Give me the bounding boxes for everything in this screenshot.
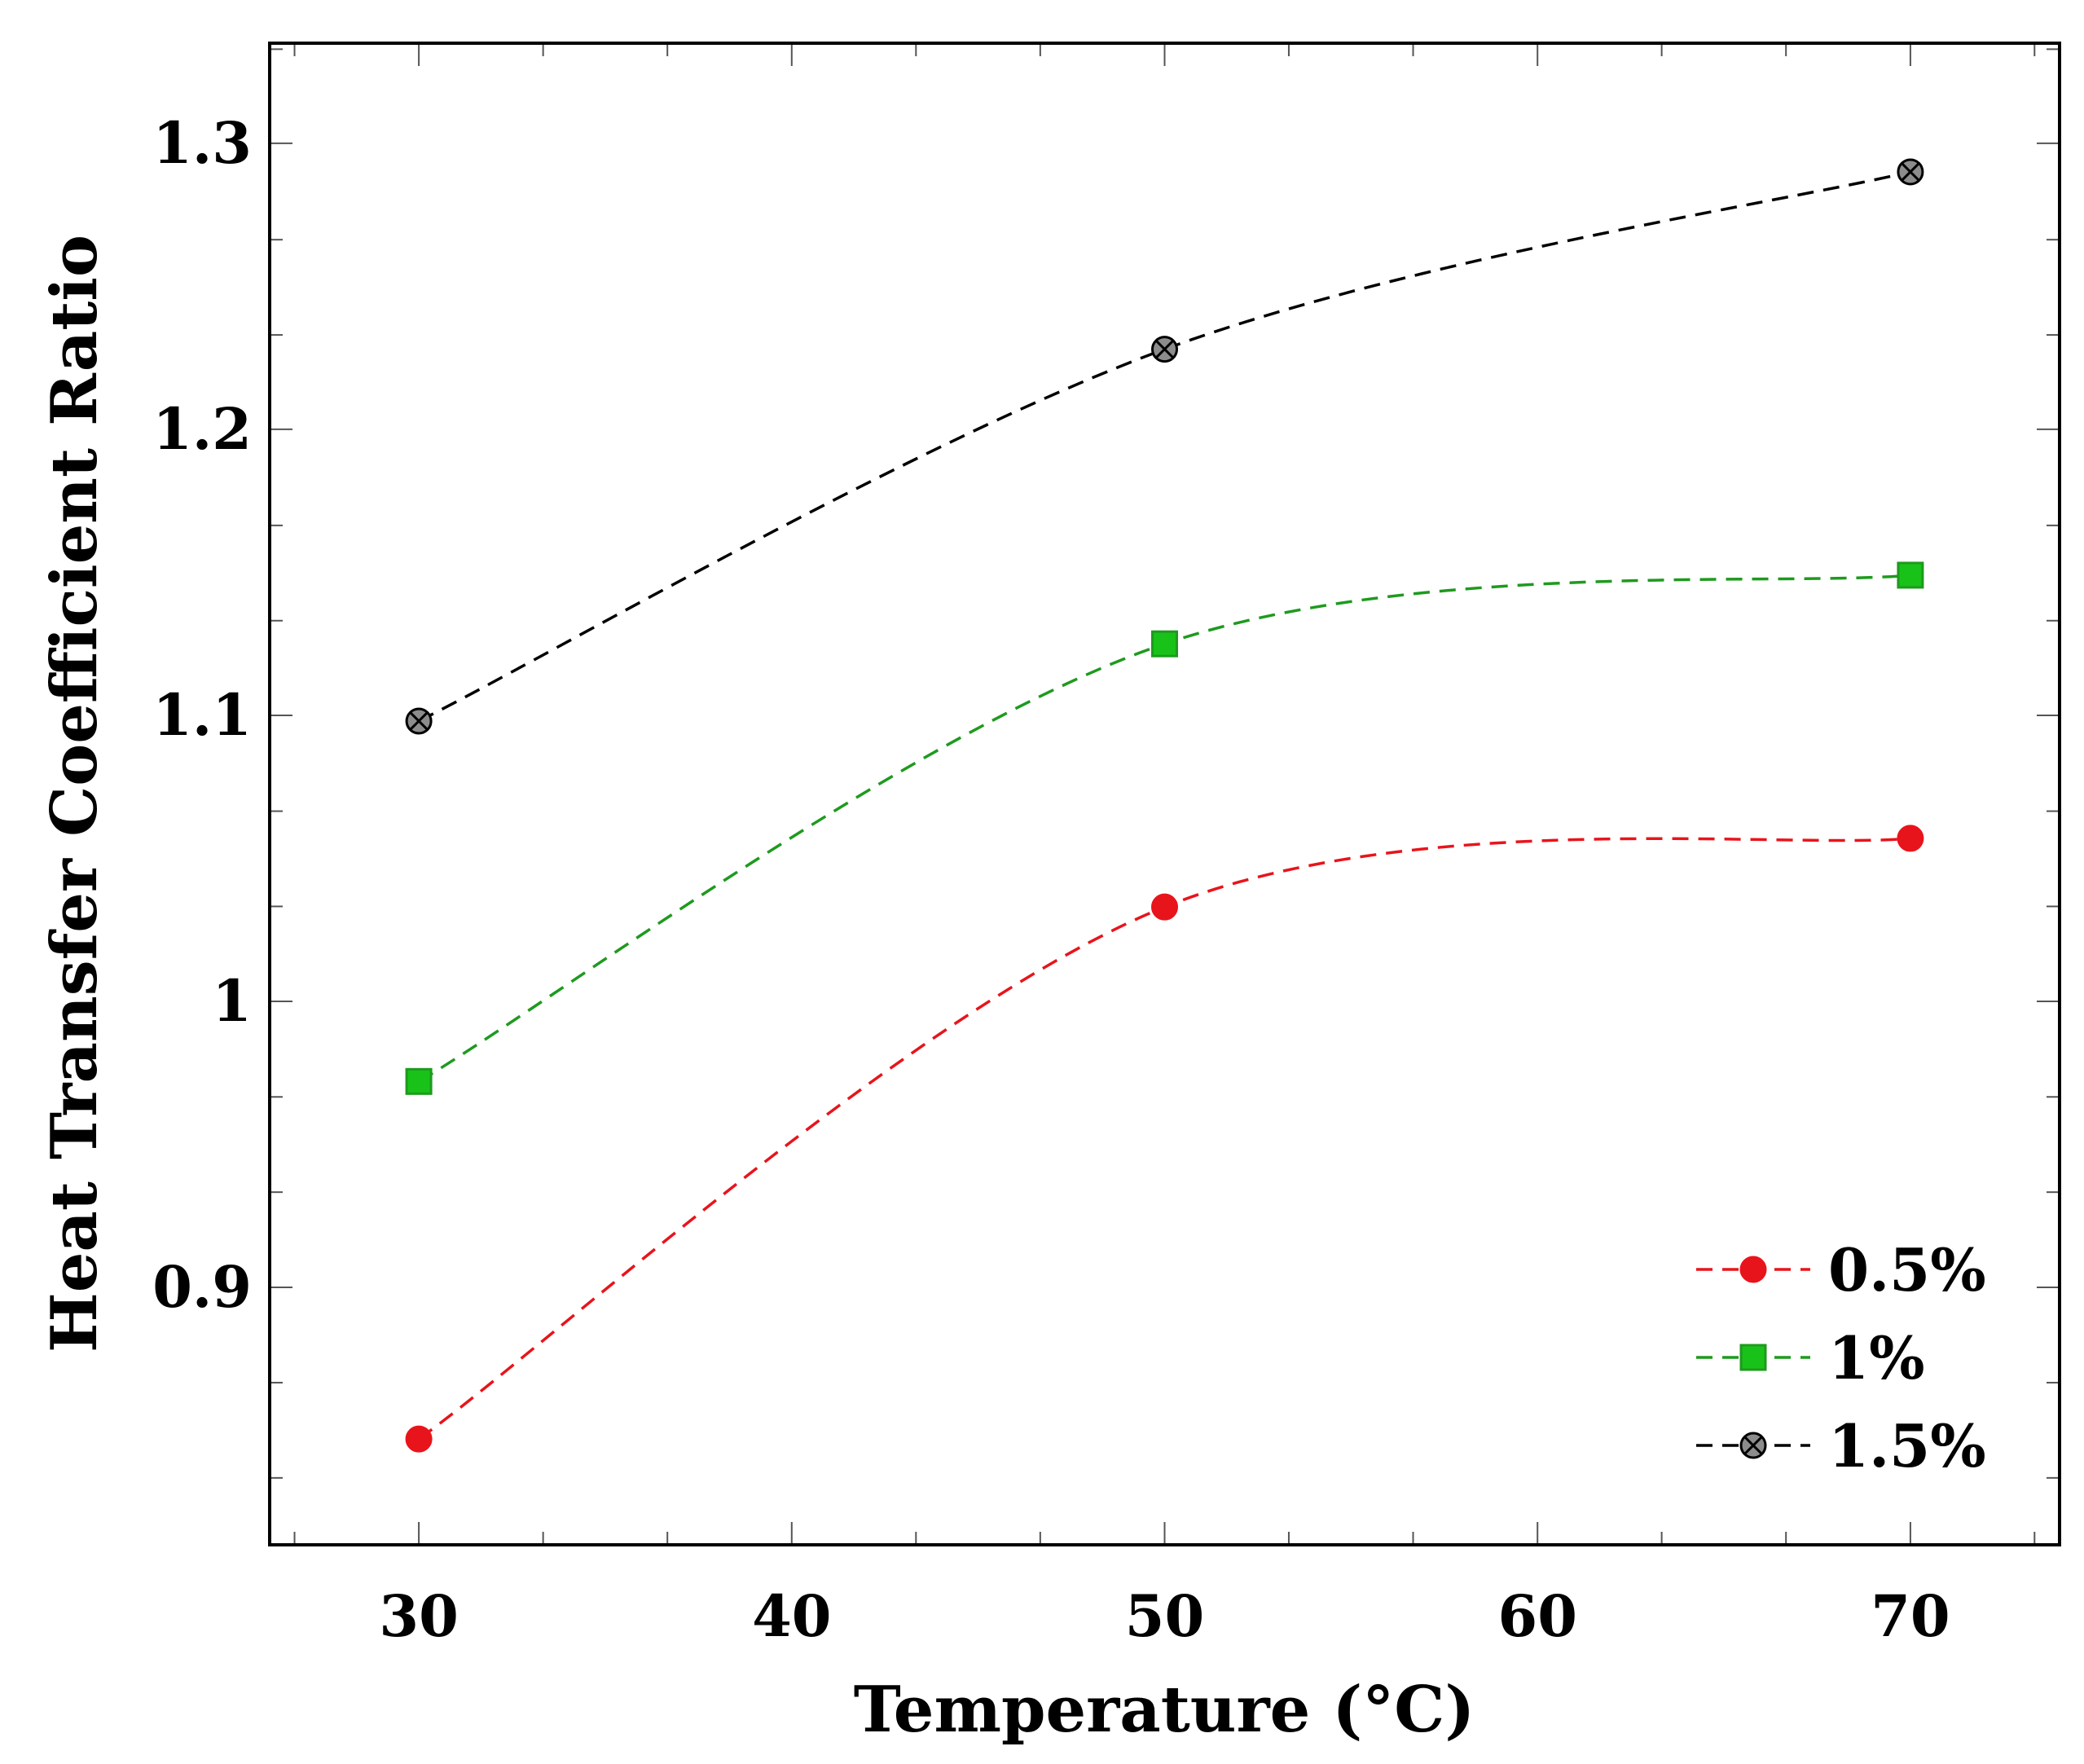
y-axis-title: Heat Transfer Coefficient Ratio [37,235,112,1353]
data-point [1151,336,1178,363]
legend-label: 1% [1828,1323,1925,1392]
x-tick-label: 30 [379,1582,458,1650]
marker-cross [1154,340,1175,359]
data-point [1897,561,1924,589]
plot-frame [268,42,2061,1546]
legend-marker [1739,1432,1767,1459]
y-tick-label: 1.3 [152,109,252,177]
y-tick-label: 0.9 [152,1253,252,1321]
data-point [405,707,433,735]
y-tick-label: 1.2 [152,395,252,463]
y-tick-label: 1.1 [152,681,252,749]
marker-cross [1743,1436,1763,1455]
data-point [1897,825,1924,852]
ticks-layer [270,43,2060,1545]
y-tick-labels: 0.9 1 1.1 1.2 1.3 [152,109,252,1321]
x-tick-label: 60 [1497,1582,1576,1650]
y-tick-label: 1 [212,967,252,1035]
data-point [405,1425,433,1453]
legend: 0.5% 1% 1.5% [1696,1235,1986,1480]
marker-cross [1901,162,1920,182]
data-point [1151,893,1178,921]
legend-label: 1.5% [1828,1411,1986,1480]
legend-marker [1739,1256,1767,1283]
x-tick-labels: 30 40 50 60 70 [379,1582,1950,1650]
data-point [1897,158,1924,186]
x-tick-label: 40 [752,1582,831,1650]
legend-marker [1739,1344,1767,1371]
x-tick-label: 50 [1125,1582,1204,1650]
marker-cross [409,711,429,731]
data-point [405,1067,433,1095]
x-axis-title: Temperature (°C) [854,1673,1475,1747]
series-layer [405,158,1924,1453]
x-tick-label: 70 [1871,1582,1950,1650]
series-line-1 [418,837,1911,1441]
data-point [1151,630,1178,658]
legend-label: 0.5% [1828,1235,1986,1304]
